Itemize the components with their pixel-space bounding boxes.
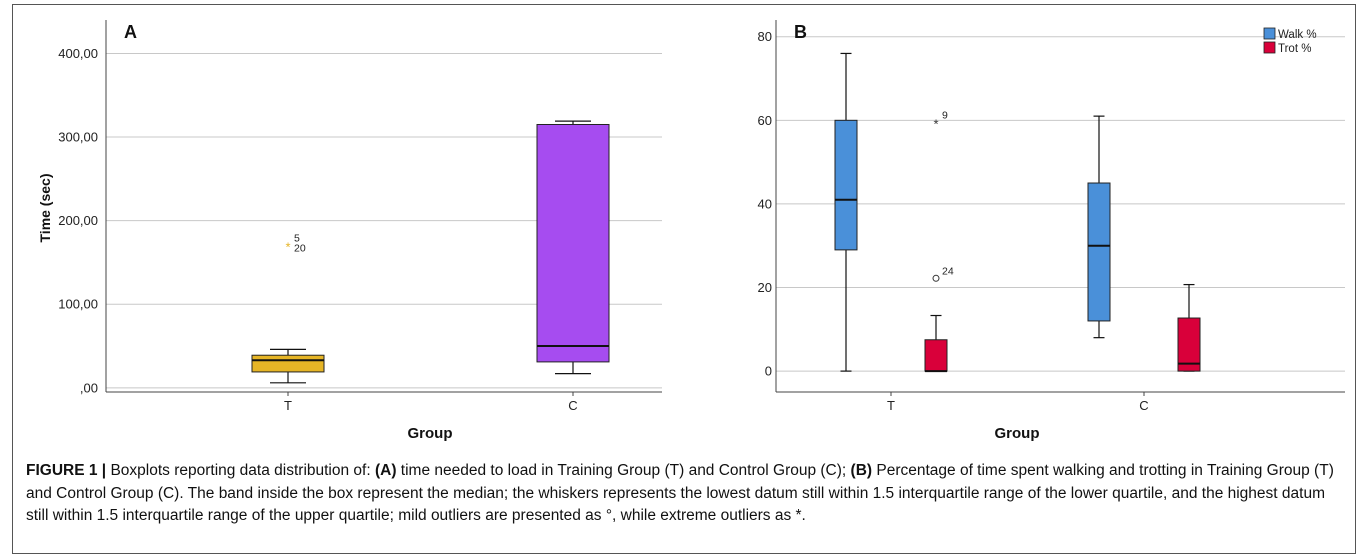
box — [536, 123, 610, 363]
x-axis-title: Group — [408, 425, 453, 442]
x-tick-label: T — [887, 398, 895, 413]
y-tick-label: 40 — [758, 196, 772, 211]
outlier-case-label: 24 — [942, 265, 954, 277]
legend-label: Walk % — [1278, 29, 1317, 41]
outlier-case-label: 20 — [294, 243, 306, 255]
legend-swatch — [1263, 41, 1276, 54]
caption-text-1: Boxplots reporting data distribution of: — [106, 462, 375, 479]
box — [1087, 182, 1111, 322]
y-tick-label: 300,00 — [58, 130, 98, 145]
outlier-case-label: 5 — [294, 233, 300, 245]
legend-swatch — [1263, 27, 1276, 40]
caption-b-label: (B) — [850, 462, 873, 479]
extreme-outlier: * — [933, 116, 938, 131]
y-tick-label: 200,00 — [58, 213, 98, 228]
y-tick-label: 60 — [758, 113, 772, 128]
x-tick-label: T — [284, 398, 292, 413]
box — [834, 119, 858, 251]
charts-canvas: ,00 100,00 200,00 300,00 400,00 A T C Group Time … — [37, 20, 1345, 442]
y-tick-label: ,00 — [80, 380, 98, 395]
x-tick-label: C — [568, 398, 577, 413]
y-tick-label: 100,00 — [58, 297, 98, 312]
extreme-outlier: * — [285, 240, 290, 255]
caption-label: FIGURE 1 | — [26, 462, 107, 479]
legend-label: Trot % — [1278, 43, 1311, 55]
figure-caption: FIGURE 1 | Boxplots reporting data distr… — [26, 460, 1346, 528]
outlier-case-label: 9 — [942, 109, 948, 121]
caption-a-label: (A) — [374, 462, 397, 479]
figure-frame — [12, 4, 1356, 554]
x-tick-label: C — [1139, 398, 1148, 413]
y-tick-label: 80 — [758, 29, 772, 44]
box — [251, 354, 325, 373]
caption-text-2: time needed to load in Training Group (T… — [396, 462, 851, 479]
box — [924, 339, 948, 372]
mild-outlier — [932, 274, 940, 282]
y-axis-title: Time (sec) — [37, 174, 53, 243]
y-tick-label: 400,00 — [58, 46, 98, 61]
caption-text-3: Percentage of time spent walking and tro… — [26, 462, 1334, 524]
box — [1177, 317, 1201, 372]
x-axis-title: Group — [995, 425, 1040, 442]
panel-label: B — [794, 22, 807, 42]
panel-label: A — [124, 22, 137, 42]
y-tick-label: 0 — [765, 364, 772, 379]
y-tick-label: 20 — [758, 280, 772, 295]
